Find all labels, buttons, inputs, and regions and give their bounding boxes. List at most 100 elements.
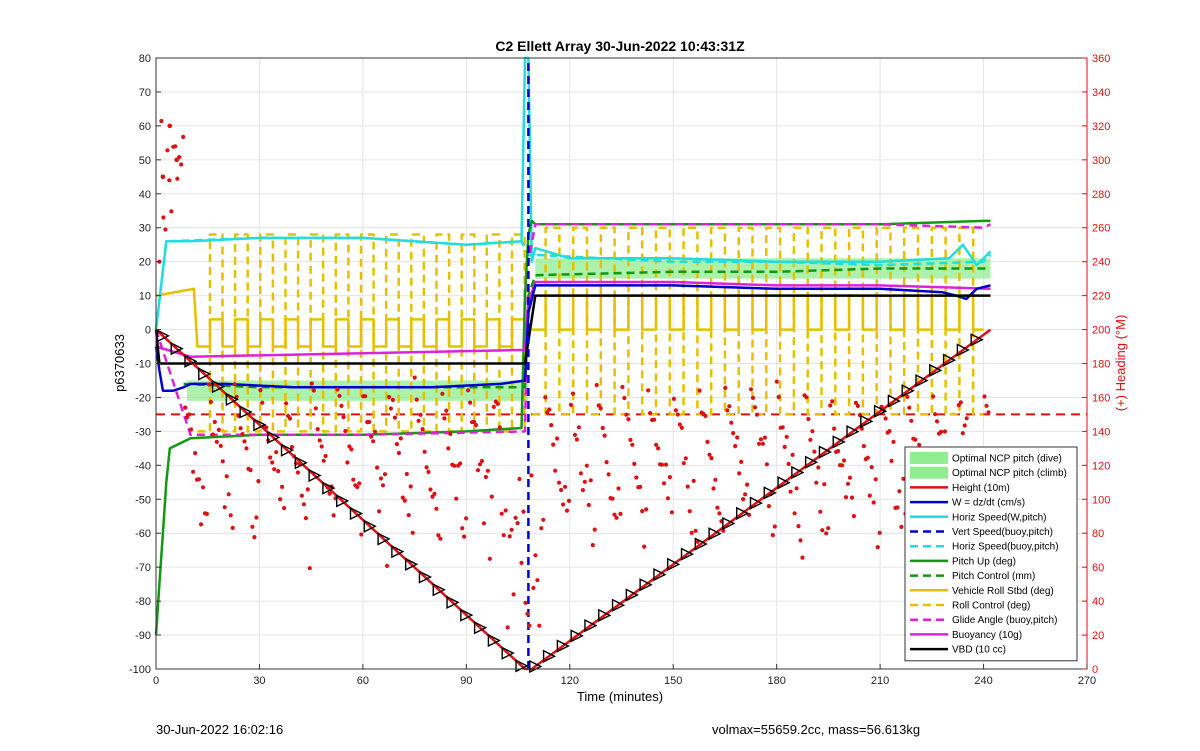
heading-point	[497, 425, 502, 430]
legend-label: Optimal NCP pitch (climb)	[952, 468, 1067, 479]
height-marker	[680, 547, 695, 561]
heading-point	[685, 484, 690, 489]
heading-point	[574, 437, 580, 442]
heading-point	[600, 425, 605, 431]
heading-point	[507, 534, 512, 539]
series-lines	[154, 56, 1087, 671]
legend: Optimal NCP pitch (dive) Optimal NCP pitc…	[904, 446, 1078, 662]
heading-point	[638, 484, 643, 489]
heading-point	[871, 500, 876, 505]
heading-point	[818, 509, 823, 514]
heading-point	[282, 506, 287, 511]
heading-point	[673, 408, 679, 413]
heading-point	[446, 446, 451, 451]
height-marker	[832, 435, 846, 449]
heading-point	[416, 418, 421, 423]
heading-point	[588, 478, 593, 483]
heading-point	[887, 429, 892, 434]
heading-point	[551, 442, 556, 447]
heading-point	[303, 516, 308, 521]
y2-tick-label: 180	[1092, 359, 1110, 371]
y-tick-label: 10	[139, 291, 151, 303]
heading-point	[380, 483, 386, 488]
heading-point	[208, 399, 213, 404]
x-tick-label: 0	[153, 675, 159, 687]
y-tick-label: 20	[139, 257, 151, 269]
heading-point	[428, 487, 433, 492]
heading-point	[418, 412, 423, 417]
heading-point	[442, 416, 447, 421]
heading-point	[640, 509, 645, 514]
heading-point	[614, 515, 619, 520]
heading-point	[594, 382, 599, 388]
heading-point	[191, 469, 196, 474]
height-marker	[404, 557, 419, 571]
heading-point	[760, 441, 766, 446]
series-horiz-speed-w-pitch	[154, 56, 992, 330]
heading-point	[982, 394, 987, 399]
heading-point	[557, 480, 562, 485]
axes: 0 30 60 90 120 150 180 210 240 270-100-90-80-70-6…	[129, 53, 1110, 687]
heading-point	[305, 487, 310, 492]
heading-point	[240, 432, 245, 437]
heading-point	[295, 470, 300, 475]
heading-point	[610, 496, 615, 501]
y-tick-label: -30	[135, 426, 151, 438]
heading-point	[175, 176, 180, 181]
heading-point	[877, 530, 882, 535]
legend-label: Horiz Speed(buoy,pitch)	[952, 542, 1059, 553]
y-tick-label: 60	[139, 121, 151, 133]
height-marker	[639, 578, 653, 592]
x-tick-label: 90	[460, 675, 472, 687]
heading-point	[648, 411, 653, 416]
heading-point	[663, 462, 669, 467]
heading-point	[200, 485, 206, 490]
heading-point	[396, 450, 401, 456]
heading-point	[424, 465, 429, 470]
heading-point	[572, 432, 578, 437]
y-tick-label: -80	[135, 596, 151, 608]
heading-point	[454, 496, 459, 501]
heading-point	[319, 444, 324, 449]
series-buoyancy-10g	[155, 280, 991, 358]
heading-point	[790, 452, 795, 457]
heading-point	[248, 468, 253, 473]
heading-point	[378, 476, 384, 481]
series-glide-angle-buoy-pitch	[154, 223, 992, 437]
heading-point	[189, 427, 194, 432]
heading-point	[616, 486, 621, 491]
heading-point	[173, 144, 178, 149]
heading-point	[250, 524, 255, 529]
heading-point	[315, 427, 320, 432]
heading-point	[254, 515, 259, 520]
heading-point	[549, 423, 554, 428]
heading-point	[743, 492, 748, 497]
heading-point	[325, 485, 330, 490]
heading-point	[806, 416, 811, 422]
heading-point	[667, 475, 673, 480]
heading-point	[772, 524, 777, 529]
height-marker	[584, 618, 598, 633]
legend-label: Buoyancy (10g)	[952, 630, 1022, 641]
y-tick-label: 50	[139, 155, 151, 167]
heading-point	[602, 433, 607, 438]
legend-swatch	[910, 452, 948, 464]
heading-point	[438, 536, 443, 541]
y2-tick-label: 220	[1092, 291, 1110, 303]
heading-point	[962, 423, 967, 428]
heading-point	[375, 465, 380, 470]
height-marker	[556, 639, 570, 653]
heading-point	[669, 510, 675, 515]
y2-tick-label: 240	[1092, 257, 1110, 269]
heading-point	[622, 395, 627, 401]
legend-box	[904, 446, 1078, 662]
heading-point	[230, 525, 235, 531]
heading-point	[632, 461, 637, 466]
heading-point	[889, 458, 894, 463]
heading-point	[580, 488, 586, 493]
heading-point	[960, 431, 965, 436]
legend-label: Pitch Control (mm)	[952, 571, 1035, 582]
heading-point	[853, 400, 859, 405]
heading-point	[515, 521, 520, 526]
heading-point	[252, 535, 257, 540]
